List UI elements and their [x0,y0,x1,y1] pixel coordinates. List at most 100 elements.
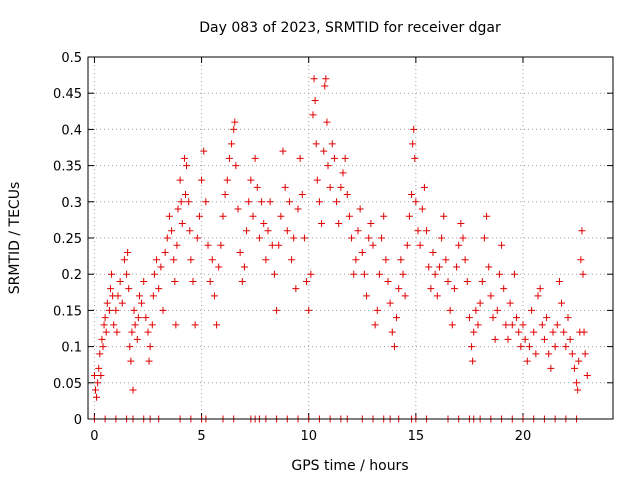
data-point [128,328,136,336]
data-point [107,285,114,293]
data-point [96,350,104,358]
data-point [579,270,587,278]
data-points [90,75,591,423]
data-point [243,227,251,235]
data-point [500,285,508,293]
data-point [570,364,578,372]
data-point [116,277,124,285]
data-point [93,393,101,401]
data-point [378,234,386,242]
data-point [320,147,328,155]
data-point [200,147,208,155]
data-point [296,154,304,162]
data-point [575,357,583,365]
data-point [504,335,512,343]
data-point [120,256,128,264]
data-point [103,299,111,307]
data-point [171,277,179,285]
data-point [534,292,542,300]
data-point [416,241,424,249]
data-point [292,285,300,293]
data-point [129,386,137,394]
data-point [144,328,152,336]
data-point [429,248,437,256]
data-point [369,241,377,249]
data-point [193,234,201,242]
data-point [145,357,153,365]
data-point [363,292,371,300]
data-point [221,191,229,199]
data-point [288,256,296,264]
data-point [418,205,426,213]
data-point [525,343,533,351]
data-point [440,212,448,220]
y-tick-label: 0.15 [53,304,82,319]
data-point [118,299,126,307]
data-point [326,183,334,191]
data-point [483,212,491,220]
data-point [97,372,105,380]
data-point [506,299,514,307]
data-point [540,335,548,343]
data-point [238,277,246,285]
data-point [358,248,366,256]
data-point [228,140,236,148]
data-point [191,321,199,329]
y-tick-label: 0.2 [61,268,82,283]
data-point [213,321,221,329]
data-point [480,234,488,242]
data-point [399,270,407,278]
data-point [163,234,171,242]
data-point [153,256,161,264]
data-point [146,343,154,351]
data-point [341,154,349,162]
data-point [580,328,588,336]
data-point [305,306,313,314]
data-point [446,306,454,314]
data-point [113,328,121,336]
data-point [523,357,531,365]
data-point [270,270,278,278]
data-point [397,256,405,264]
data-point [172,321,180,329]
data-point [161,248,169,256]
data-point [395,285,403,293]
x-tick-label: 0 [90,429,98,444]
data-point [94,379,102,387]
data-point [285,198,293,206]
data-point [423,227,431,235]
data-point [547,364,555,372]
data-point [388,328,396,336]
data-point [562,343,570,351]
data-point [380,212,388,220]
data-point [281,183,289,191]
data-point [478,277,486,285]
x-tick-label: 15 [408,429,425,444]
data-point [283,227,291,235]
data-point [564,314,572,322]
data-point [112,306,120,314]
data-point [208,256,216,264]
data-point [459,234,467,242]
y-tick-label: 0.45 [53,87,82,102]
data-point [273,306,281,314]
data-point [150,270,158,278]
data-point [321,82,329,90]
data-point [315,198,323,206]
data-point [206,277,214,285]
data-point [345,212,353,220]
data-point [390,343,398,351]
data-point [298,191,306,199]
data-point [149,292,157,300]
data-point [264,227,272,235]
data-point [545,350,553,358]
data-point [178,220,186,228]
data-point [536,285,544,293]
data-point [375,270,383,278]
data-point [300,234,308,242]
data-point [95,364,103,372]
data-point [530,328,538,336]
data-point [420,183,428,191]
data-point [455,241,463,249]
